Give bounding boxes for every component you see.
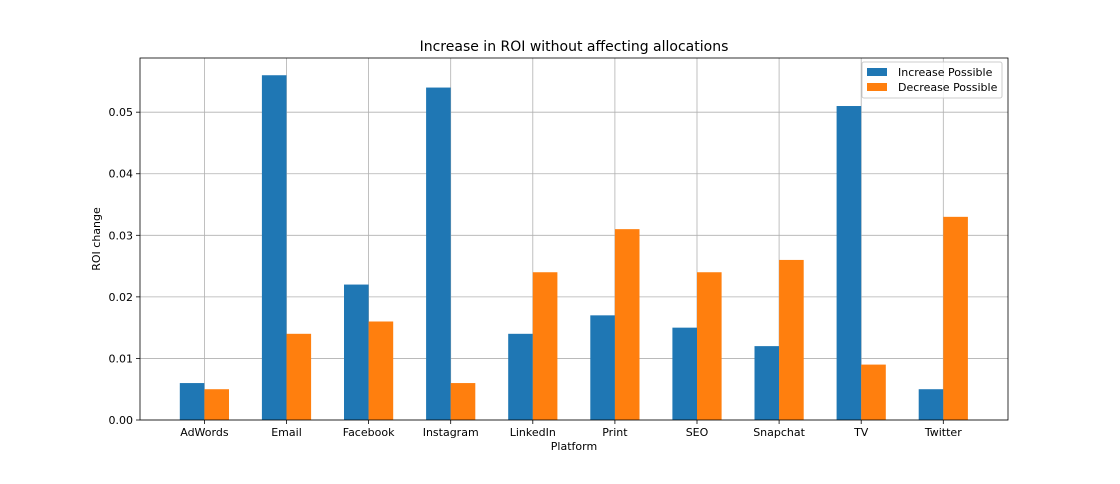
x-axis-title: Platform xyxy=(551,440,597,453)
legend-box xyxy=(861,61,1003,99)
bar-decrease-possible xyxy=(532,272,558,420)
y-tick-label: 0.04 xyxy=(109,168,134,181)
bar-increase-possible xyxy=(508,333,533,420)
legend-label: Increase Possible xyxy=(898,66,993,79)
bar-increase-possible xyxy=(261,75,287,420)
x-tick-label: Snapchat xyxy=(753,426,805,439)
bar-increase-possible xyxy=(754,346,780,420)
ticks-layer: AdWords Email Facebook Instagram LinkedIn Pri… xyxy=(109,106,963,439)
bar-decrease-possible xyxy=(614,229,640,420)
x-tick-label: Print xyxy=(602,426,628,439)
x-tick-label: SEO xyxy=(686,426,709,439)
chart-title: Increase in ROI without affecting alloca… xyxy=(420,39,729,55)
legend-swatch xyxy=(867,83,887,91)
x-tick-label: LinkedIn xyxy=(510,426,556,439)
bar-decrease-possible xyxy=(697,272,722,420)
bar-decrease-possible xyxy=(450,383,476,420)
plot-frame xyxy=(139,57,1009,421)
x-tick-label: TV xyxy=(853,426,869,439)
y-tick-label: 0.02 xyxy=(109,291,134,304)
y-tick-label: 0.03 xyxy=(109,229,134,242)
bar-decrease-possible xyxy=(779,259,804,420)
x-tick-label: AdWords xyxy=(180,426,229,439)
x-tick-label: Instagram xyxy=(423,426,479,439)
y-axis-title: ROI change xyxy=(90,207,103,271)
bar-increase-possible xyxy=(672,327,697,420)
y-tick-label: 0.00 xyxy=(109,414,134,427)
bar-decrease-possible xyxy=(861,364,886,420)
bar-decrease-possible xyxy=(286,333,312,420)
bar-increase-possible xyxy=(918,389,944,420)
y-tick-label: 0.01 xyxy=(109,352,134,365)
y-tick-label: 0.05 xyxy=(109,106,134,119)
bar-decrease-possible xyxy=(943,216,968,420)
bars-layer xyxy=(179,75,968,420)
bar-increase-possible xyxy=(344,284,369,420)
x-tick-label: Facebook xyxy=(343,426,395,439)
bar-decrease-possible xyxy=(368,321,394,420)
bar-decrease-possible xyxy=(204,389,229,420)
bar-increase-possible xyxy=(179,383,205,420)
legend-swatch xyxy=(867,68,887,76)
bar-increase-possible xyxy=(426,87,451,420)
legend-label: Decrease Possible xyxy=(898,81,998,94)
bar-increase-possible xyxy=(590,315,615,420)
bar-increase-possible xyxy=(836,106,862,420)
x-tick-label: Email xyxy=(271,426,302,439)
legend: Increase Possible Decrease Possible xyxy=(861,61,1003,99)
x-tick-label: Twitter xyxy=(924,426,962,439)
